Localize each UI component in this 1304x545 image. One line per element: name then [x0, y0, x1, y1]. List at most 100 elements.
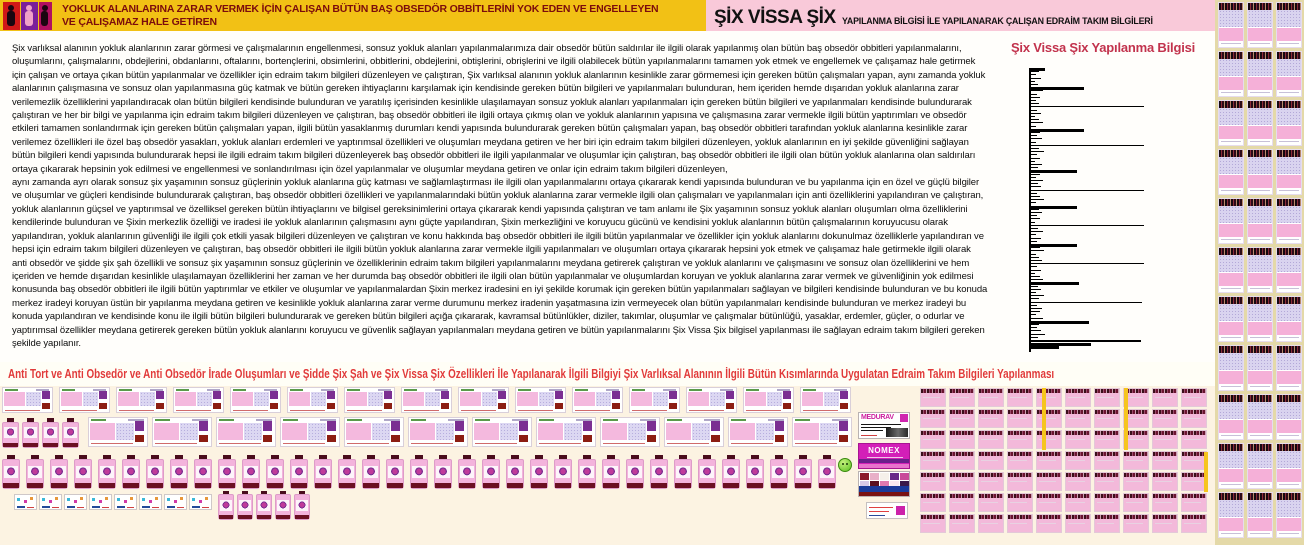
chart-bar	[1031, 317, 1043, 319]
grid-card-line	[1067, 397, 1085, 398]
thumbnail-vertical-card	[1247, 51, 1273, 97]
vcard-speckle	[1248, 255, 1272, 272]
lavender-block	[424, 392, 440, 407]
bottle-cap	[679, 455, 687, 460]
thumbnail-grid-card	[978, 409, 1004, 428]
pink-block	[218, 422, 243, 440]
bottle-band	[675, 482, 691, 488]
chart-bar	[1031, 189, 1144, 191]
bottle-cap	[247, 455, 255, 460]
vcard-speckle	[1219, 451, 1243, 468]
vcard-header	[1248, 297, 1272, 304]
chart-title: Şix Vissa Şix Yapılanma Bilgisi	[1010, 40, 1196, 55]
bottle-body	[294, 494, 310, 520]
grid-card-header	[950, 431, 974, 435]
mini-title-line	[435, 389, 449, 392]
thumbnail-grid-card	[1036, 493, 1062, 512]
bottle-body	[362, 459, 380, 489]
vcard-pink-block	[1219, 126, 1243, 139]
vcard-footer-line	[1279, 288, 1299, 289]
bottle-label	[44, 427, 57, 439]
bottle-cap	[367, 455, 375, 460]
grid-card-line	[1067, 460, 1085, 461]
caption-line	[61, 409, 98, 411]
grid-card-line	[1067, 523, 1085, 524]
chart-bar	[1031, 295, 1044, 297]
grid-card-header	[1066, 410, 1090, 414]
caption-line	[118, 409, 155, 411]
thumbnail-grid-card	[1007, 430, 1033, 449]
bottle-band	[555, 482, 571, 488]
thumbnail-vertical-card	[1276, 345, 1302, 391]
grid-card-header	[1095, 410, 1119, 414]
bottle-body	[74, 459, 92, 489]
mini-dot-magenta	[24, 500, 27, 503]
chart-bar	[1031, 87, 1084, 91]
vcard-footer-line	[1221, 484, 1241, 485]
mini-title-line	[4, 389, 18, 392]
pink-block	[174, 392, 196, 407]
vcard-footer-line	[1279, 386, 1299, 387]
pink-block	[602, 422, 627, 440]
photo-maroon	[840, 402, 848, 409]
bottle-body	[26, 459, 44, 489]
vcard-pink-block	[1248, 224, 1272, 237]
thumbnail-banner-card	[401, 387, 452, 413]
caption-line	[4, 409, 41, 411]
bottle-body	[290, 459, 308, 489]
bottle-cap	[583, 455, 591, 460]
vcard-header	[1248, 150, 1272, 157]
bottle-label	[340, 465, 354, 478]
grid-card-header	[921, 431, 945, 435]
bottle-body	[482, 459, 500, 489]
grid-card-line	[980, 397, 998, 398]
thumbnail-bottle	[256, 491, 272, 520]
pink-block	[474, 422, 499, 440]
thumbnail-vertical-card	[1276, 149, 1302, 195]
vcard-speckle	[1277, 353, 1301, 370]
photo-purple	[42, 390, 50, 400]
thumbnail-vertical-card	[1276, 492, 1302, 538]
lavender-block	[371, 422, 390, 440]
banner-right-subtitle: YAPILANMA BİLGİSİ İLE YAPILANARAK ÇALIŞA…	[841, 16, 1153, 27]
thumbnail-banner-card	[230, 387, 281, 413]
mini-title-line	[93, 389, 107, 392]
mini-dot-orange	[105, 497, 108, 500]
grid-card-header	[1008, 431, 1032, 435]
thumbnail-vertical-card	[1247, 149, 1273, 195]
grid-card-header	[921, 494, 945, 498]
pink-block	[346, 422, 371, 440]
mini-title-line	[448, 419, 464, 422]
vcard-pink-block	[1219, 77, 1243, 90]
vcard-pink-block	[1248, 175, 1272, 188]
vcard-footer-line	[1279, 141, 1299, 142]
bottle-body	[674, 459, 692, 489]
thumbnail-grid-card	[1007, 388, 1033, 407]
photo-strip	[42, 390, 50, 409]
photo-strip	[612, 390, 620, 409]
thumbnail-grid-card	[1152, 514, 1178, 533]
logo-tile-red	[3, 1, 20, 30]
chart-bar	[1031, 100, 1036, 101]
thumbnail-grid-card	[1123, 451, 1149, 470]
lavender-block	[179, 422, 198, 440]
vcard-header	[1277, 101, 1301, 108]
grid-card-header	[979, 452, 1003, 456]
thumbnail-banner-card	[173, 387, 224, 413]
mini-dot-magenta	[99, 500, 102, 503]
thumbnail-bottle	[794, 455, 812, 489]
chart-bar	[1031, 132, 1040, 133]
tiny-card-line	[869, 507, 893, 508]
photo-maroon	[555, 402, 563, 409]
grid-card-line	[1125, 502, 1143, 503]
photo-strip	[270, 390, 278, 409]
photo-maroon	[775, 435, 785, 443]
thumbnail-vertical-card	[1218, 2, 1244, 48]
lavender-block	[823, 392, 839, 407]
bottle-cap	[703, 455, 711, 460]
bottle-band	[579, 482, 595, 488]
thumbnail-banner-card	[664, 417, 724, 447]
bottle-body	[2, 421, 19, 448]
bottle-cap	[343, 455, 351, 460]
bottle-band	[276, 514, 290, 519]
